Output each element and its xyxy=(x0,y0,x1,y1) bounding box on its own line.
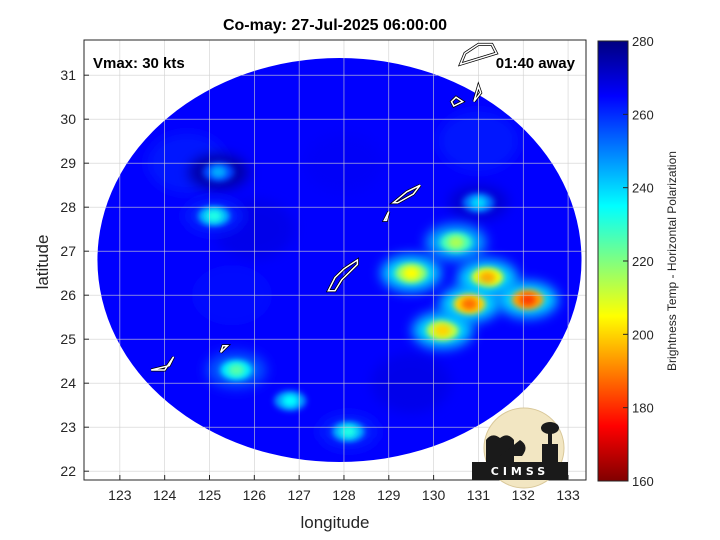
x-tick-label: 128 xyxy=(332,487,356,503)
cold-feature xyxy=(426,224,487,261)
y-tick-label: 22 xyxy=(60,463,76,479)
logo-antenna-icon xyxy=(500,440,526,456)
cold-feature xyxy=(183,198,244,234)
x-axis-label: longitude xyxy=(300,513,369,532)
y-tick-label: 29 xyxy=(60,155,76,171)
y-axis-label: latitude xyxy=(33,235,52,290)
y-tick-label: 25 xyxy=(60,331,76,347)
x-tick-label: 130 xyxy=(422,487,446,503)
tick-layer: 123 124 125 126 127 128 129 130 131 132 133 22 23 24 2… xyxy=(60,67,580,503)
cold-feature xyxy=(188,154,249,190)
colorbar-tick-label: 280 xyxy=(632,34,654,49)
colorbar-tick-label: 220 xyxy=(632,254,654,269)
vmax-annotation: Vmax: 30 kts xyxy=(93,55,185,72)
x-tick-label: 124 xyxy=(153,487,177,503)
logo-banner xyxy=(472,462,568,480)
y-tick-label: 28 xyxy=(60,199,76,215)
x-tick-label: 125 xyxy=(198,487,222,503)
cold-feature xyxy=(206,352,267,388)
x-tick-label: 132 xyxy=(512,487,536,503)
x-tick-label: 131 xyxy=(467,487,491,503)
y-tick-label: 26 xyxy=(60,287,76,303)
y-tick-label: 31 xyxy=(60,67,76,83)
y-tick-label: 30 xyxy=(60,111,76,127)
coastline-miyako xyxy=(219,345,230,353)
coastline-kyushu xyxy=(459,43,498,66)
coastline-amami xyxy=(391,184,421,204)
cold-feature xyxy=(497,281,558,318)
cimss-logo: CIMSS xyxy=(472,407,568,489)
chart-title: Co-may: 27-Jul-2025 06:00:00 xyxy=(223,17,447,34)
y-tick-label: 27 xyxy=(60,243,76,259)
colorbar-tick-label: 260 xyxy=(632,107,654,122)
coastline-ishigaki xyxy=(151,356,175,371)
y-tick-label: 23 xyxy=(60,419,76,435)
x-tick-label: 126 xyxy=(243,487,267,503)
y-tick-label: 24 xyxy=(60,375,76,391)
logo-water-tower-icon xyxy=(541,422,559,434)
logo-text: CIMSS xyxy=(491,465,549,478)
colorbar-tick-label: 200 xyxy=(632,327,654,342)
coast-layer xyxy=(150,42,499,372)
x-tick-label: 127 xyxy=(287,487,311,503)
cold-feature xyxy=(318,413,379,450)
colorbar-tick-label: 240 xyxy=(632,181,654,196)
coastline-tanegashima xyxy=(473,83,482,103)
coastline-tokunoshima xyxy=(383,211,390,222)
colorbar-tick-label: 180 xyxy=(632,401,654,416)
cold-feature xyxy=(260,382,321,419)
colorbar-ticks: 160 180 200 220 240 260 280 xyxy=(623,34,654,489)
colorbar-label: Brightness Temp - Horizontal Polarizatio… xyxy=(665,151,679,371)
x-tick-label: 129 xyxy=(377,487,401,503)
cold-feature xyxy=(439,286,500,322)
colorbar: 160 180 200 220 240 260 280 Brightness Temp - … xyxy=(597,34,679,489)
time-away-annotation: 01:40 away xyxy=(496,55,576,72)
colorbar-tick-label: 160 xyxy=(632,474,654,489)
x-tick-label: 123 xyxy=(108,487,132,503)
cold-feature xyxy=(381,255,442,292)
coastline-yakushima xyxy=(450,96,465,107)
plot-frame xyxy=(83,39,587,481)
x-tick-label: 133 xyxy=(556,487,580,503)
coastline-okinawa xyxy=(327,258,359,292)
